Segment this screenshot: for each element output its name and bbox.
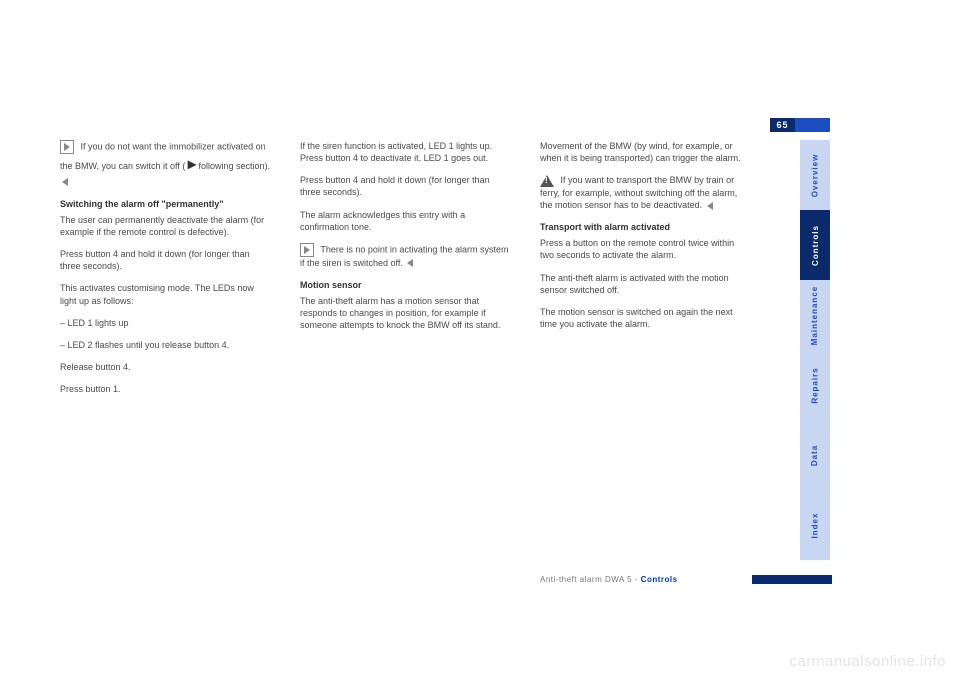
body-text: The user can permanently deactivate the … bbox=[60, 214, 270, 238]
hint-text: If you do not want the immobilizer activ… bbox=[81, 141, 266, 151]
side-tabs: Overview Controls Maintenance Repairs Da… bbox=[800, 140, 830, 560]
body-text: Press button 4 and hold it down (for lon… bbox=[60, 248, 270, 272]
tab-repairs[interactable]: Repairs bbox=[800, 350, 830, 420]
column-3: Movement of the BMW (by wind, for exampl… bbox=[540, 140, 750, 340]
column-1: If you do not want the immobilizer activ… bbox=[60, 140, 270, 405]
end-marker-icon bbox=[707, 202, 713, 210]
end-marker-icon bbox=[407, 259, 413, 267]
footer-text: Anti-theft alarm DWA 5 - Controls bbox=[540, 575, 678, 584]
page-number-accent bbox=[795, 118, 830, 132]
footer-blue: Controls bbox=[641, 575, 678, 584]
hint-block: If you do not want the immobilizer activ… bbox=[60, 140, 270, 188]
hint-text: There is no point in activating bbox=[320, 244, 437, 254]
tab-controls[interactable]: Controls bbox=[800, 210, 830, 280]
hint-text: the BMW, you can switch it off ( bbox=[60, 161, 185, 171]
hint-icon bbox=[60, 140, 74, 154]
hint-icon bbox=[300, 243, 314, 257]
footer-grey: Anti-theft alarm DWA 5 - bbox=[540, 575, 641, 584]
tab-label: Index bbox=[811, 512, 820, 538]
tab-maintenance[interactable]: Maintenance bbox=[800, 280, 830, 350]
section-heading: Motion sensor bbox=[300, 279, 510, 291]
tab-label: Controls bbox=[811, 225, 820, 266]
list-item: – LED 1 lights up bbox=[60, 317, 270, 329]
body-text: Movement of the BMW (by wind, for exampl… bbox=[540, 140, 750, 164]
warning-icon bbox=[540, 175, 554, 187]
body-text: Press a button on the remote control twi… bbox=[540, 237, 750, 261]
body-text: Press button 4 and hold it down (for lon… bbox=[300, 174, 510, 198]
section-heading: Transport with alarm activated bbox=[540, 221, 750, 233]
tab-label: Overview bbox=[811, 153, 820, 197]
hint-text: following section). bbox=[198, 161, 270, 171]
body-text: The motion sensor is switched on again t… bbox=[540, 306, 750, 330]
page-number: 65 bbox=[770, 118, 795, 132]
body-text: Release button 4. bbox=[60, 361, 270, 373]
warning-text: If you want to transport the bbox=[561, 175, 668, 185]
warning-block: If you want to transport the BMW by trai… bbox=[540, 174, 750, 211]
tab-label: Repairs bbox=[811, 367, 820, 403]
end-marker-icon bbox=[62, 178, 68, 186]
body-text: The anti-theft alarm is activated with t… bbox=[540, 272, 750, 296]
tab-data[interactable]: Data bbox=[800, 420, 830, 490]
body-text: The anti-theft alarm has a motion sensor… bbox=[300, 295, 510, 331]
tab-overview[interactable]: Overview bbox=[800, 140, 830, 210]
watermark: carmanualsonline.info bbox=[790, 653, 946, 670]
column-2: If the siren function is activated, LED … bbox=[300, 140, 510, 342]
section-heading: Switching the alarm off "permanently" bbox=[60, 198, 270, 210]
body-text: If the siren function is activated, LED … bbox=[300, 140, 510, 164]
hint-block: There is no point in activating the alar… bbox=[300, 243, 510, 269]
tab-index[interactable]: Index bbox=[800, 490, 830, 560]
body-text: This activates customising mode. The LED… bbox=[60, 282, 270, 306]
tab-label: Data bbox=[811, 444, 820, 465]
arrow-ref-icon: ▸ bbox=[188, 156, 196, 173]
page-number-bar: 65 bbox=[770, 118, 830, 132]
body-text: Press button 1. bbox=[60, 383, 270, 395]
body-text: The alarm acknowledges this entry with a… bbox=[300, 209, 510, 233]
tab-label: Maintenance bbox=[811, 285, 820, 344]
list-item: – LED 2 flashes until you release button… bbox=[60, 339, 270, 351]
footer-bar bbox=[752, 575, 832, 584]
